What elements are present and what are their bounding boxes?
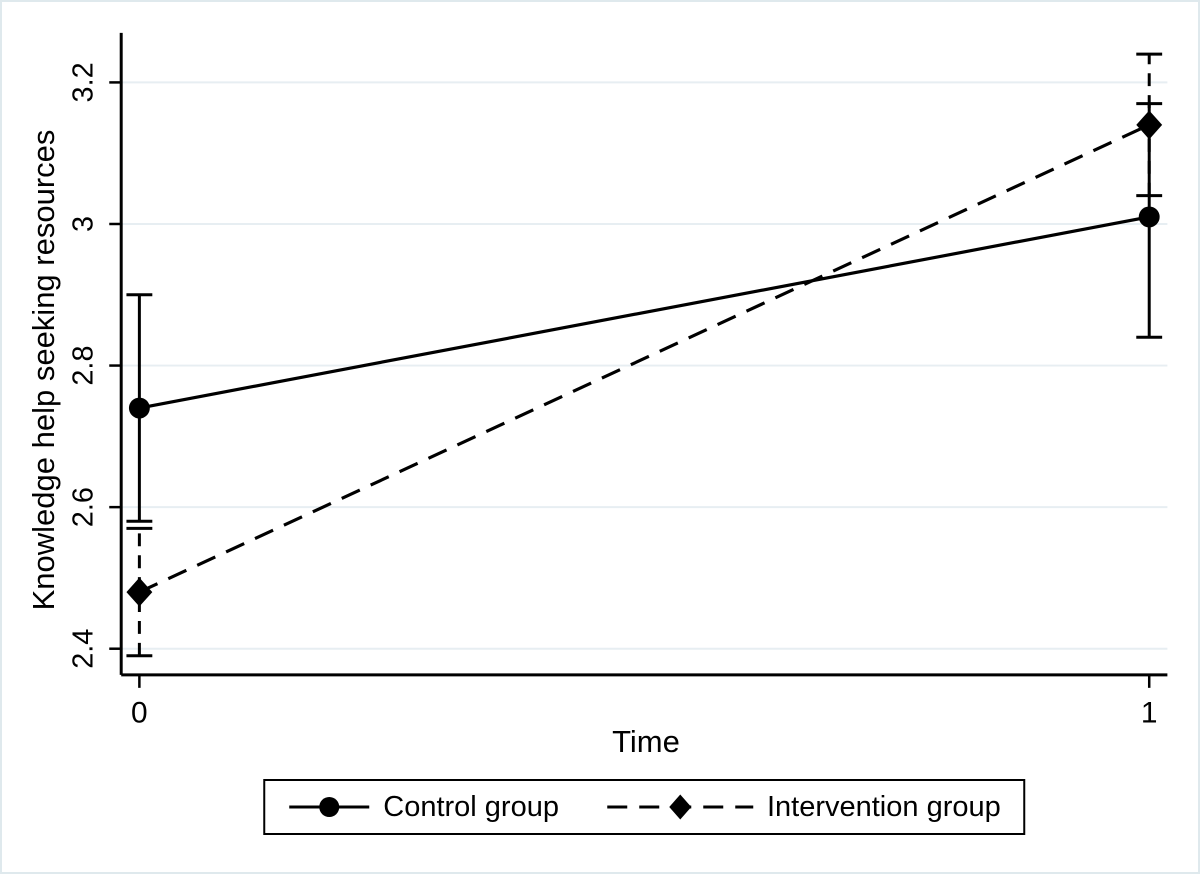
y-tick-label: 2.4 <box>67 629 99 669</box>
circle-marker-icon <box>319 797 340 817</box>
y-tick-label: 3.2 <box>67 62 99 102</box>
legend: Control group Intervention group <box>263 779 1025 835</box>
axis-ticks-and-labels: 2.4 2.6 2.8 3 3.2 0 1 <box>67 62 1157 729</box>
series-line-circle <box>139 215 1150 410</box>
gridlines <box>121 81 1168 650</box>
data-point-circle <box>128 397 150 419</box>
data-series <box>126 110 1163 607</box>
y-tick-label: 2.6 <box>67 487 99 527</box>
x-tick-label: 0 <box>131 697 148 730</box>
data-point-circle <box>1138 206 1160 228</box>
legend-label-intervention: Intervention group <box>766 790 1001 823</box>
y-tick-label: 3 <box>67 216 99 232</box>
legend-label-control: Control group <box>383 790 559 823</box>
control-line-sample <box>289 797 370 817</box>
series-line-diamond <box>138 123 1150 594</box>
diamond-marker-icon <box>668 794 691 820</box>
axes <box>119 32 1168 677</box>
y-tick-label: 2.8 <box>67 345 99 385</box>
x-tick-label: 1 <box>1141 697 1158 730</box>
data-point-diamond <box>1136 110 1163 140</box>
legend-item-control: Control group <box>287 791 559 824</box>
x-axis-title: Time <box>612 724 680 759</box>
error-bars <box>126 52 1163 658</box>
legend-item-intervention: Intervention group <box>605 791 1001 824</box>
intervention-line-sample <box>606 794 753 820</box>
data-point-diamond <box>126 577 153 607</box>
y-axis-title: Knowledge help seeking resources <box>26 129 61 611</box>
